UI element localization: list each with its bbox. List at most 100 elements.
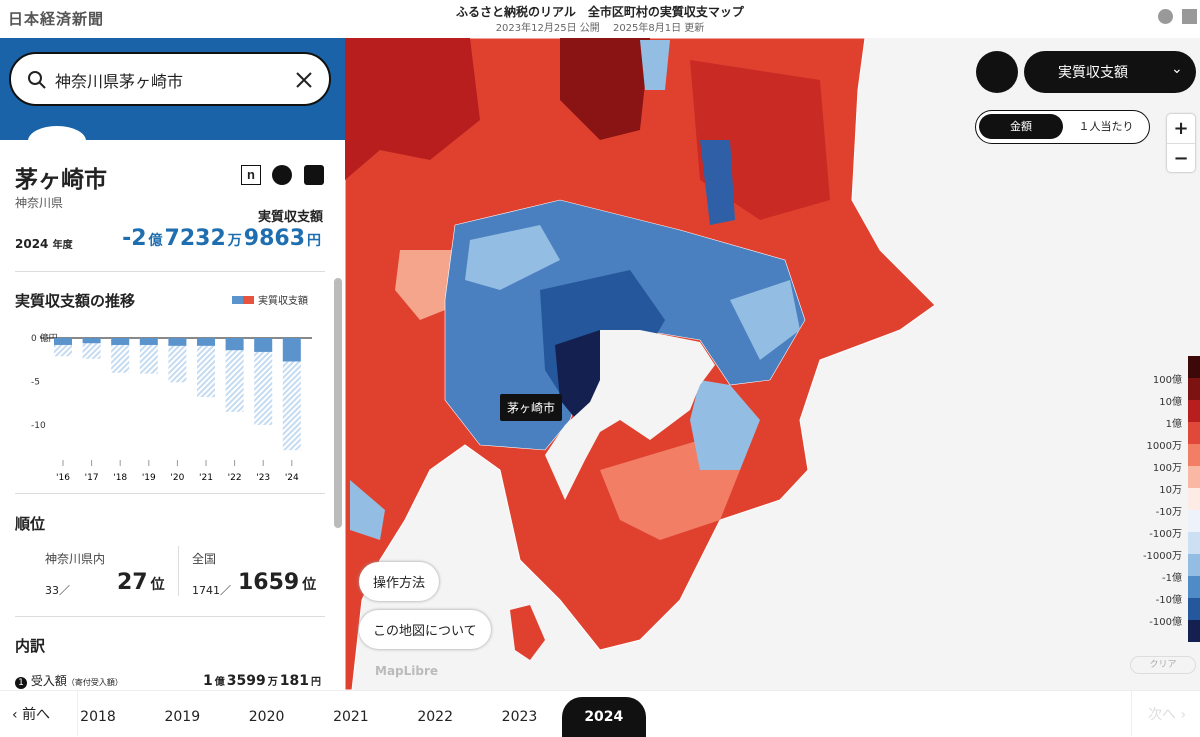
next-label: 次へ <box>1148 707 1176 723</box>
tooltip: 茅ヶ崎市 <box>500 394 563 421</box>
number: 9863 <box>243 226 305 251</box>
bar <box>197 338 215 398</box>
year[interactable]: 2024 <box>561 697 646 737</box>
year[interactable]: 2018 <box>80 709 116 725</box>
help-button[interactable]: 操作方法 <box>359 562 440 601</box>
legend-swatch <box>1188 620 1200 642</box>
x-tick-label: '22 <box>228 473 242 480</box>
divider <box>77 691 78 736</box>
year-nav: ‹ 前へ 2018 2019 2020 2021 2022 2023 2024 次へ › <box>0 690 1200 737</box>
clear-search[interactable] <box>295 71 313 89</box>
legend-swatch <box>1188 422 1200 444</box>
year[interactable]: 2021 <box>333 709 369 725</box>
year[interactable]: 2019 <box>164 709 201 725</box>
attribution[interactable]: MapLibre <box>375 664 439 678</box>
published: 2023年12月25日 公開 <box>495 23 600 34</box>
map[interactable] <box>345 38 1200 690</box>
bar <box>82 338 101 344</box>
zoom: + − <box>1167 114 1195 172</box>
facebook-icon[interactable] <box>1158 9 1173 24</box>
legend-swatch <box>1188 466 1200 488</box>
legend-label: 10億 <box>1159 397 1182 408</box>
legend-label: -100億 <box>1149 617 1182 628</box>
prev[interactable]: ‹ 前へ <box>12 707 51 723</box>
city-name: 茅ヶ崎市 <box>15 167 107 193</box>
scrollbar[interactable] <box>334 278 342 528</box>
toggle-per-capita[interactable]: １人当たり <box>1078 120 1134 133</box>
logo[interactable]: 日本経済新聞 <box>8 10 105 28</box>
legend-swatch <box>1188 400 1200 422</box>
legend-label: -1億 <box>1162 573 1182 584</box>
metric-dropdown[interactable]: 実質収支額 ⌄ <box>1024 51 1196 93</box>
about-button[interactable]: この地図について <box>359 610 491 649</box>
chart-legend: 実質収支額 <box>232 292 308 307</box>
year[interactable]: 2022 <box>417 709 453 725</box>
zoom-in[interactable]: + <box>1173 118 1189 139</box>
bar <box>254 338 273 352</box>
metric-button-label: 実質収支額 <box>1058 65 1128 81</box>
search-box[interactable]: 神奈川県茅ヶ崎市 <box>9 52 331 106</box>
legend-label: 100億 <box>1152 375 1182 386</box>
unit: 億 <box>214 677 225 688</box>
x-tick-label: '24 <box>285 473 299 480</box>
legend-label: -100万 <box>1149 529 1182 540</box>
dates: 2023年12月25日 公開 2025年8月1日 更新 <box>0 19 1200 34</box>
divider <box>178 546 179 596</box>
legend-swatch <box>1188 598 1200 620</box>
region <box>690 380 760 470</box>
chart-button[interactable] <box>976 51 1018 93</box>
prev-label: 前へ <box>22 707 51 723</box>
number: 181 <box>279 673 309 689</box>
x-tick-label: '17 <box>85 473 99 480</box>
bay <box>545 330 715 500</box>
unit: 億 <box>148 233 163 249</box>
divider <box>15 493 325 494</box>
legend-swatch <box>1188 576 1200 598</box>
legend-label: 100万 <box>1152 463 1182 474</box>
x-share[interactable] <box>304 165 324 185</box>
divider <box>15 616 325 617</box>
year-unit: 年度 <box>52 240 73 251</box>
zoom-out[interactable]: − <box>1167 143 1195 172</box>
map-legend: 100億 10億 1億 1000万 100万 10万 -10万 -100万 -1000万 -1億 -… <box>1100 356 1200 646</box>
metric-label: 実質収支額 <box>257 210 323 225</box>
y-tick-label: -10 <box>31 421 46 431</box>
facebook-share[interactable] <box>272 165 292 185</box>
sidebar: 神奈川県茅ヶ崎市 茅ヶ崎市 神奈川県 n 実質収支額 2024 年度 -2 億72… <box>0 38 345 690</box>
x-tick-label: '19 <box>142 473 156 480</box>
note-share[interactable]: n <box>241 165 261 185</box>
legend-swatch <box>1188 488 1200 510</box>
bar <box>282 338 301 451</box>
legend-label: 実質収支額 <box>258 296 308 307</box>
bar <box>111 338 130 373</box>
search-icon <box>28 71 46 89</box>
x-tick-label: '16 <box>56 473 70 480</box>
bar <box>225 338 244 351</box>
search-query: 神奈川県茅ヶ崎市 <box>55 72 184 91</box>
bar <box>225 338 244 412</box>
bar <box>54 338 72 345</box>
bar <box>197 338 215 346</box>
breakdown-title: 内訳 <box>15 637 46 655</box>
toggle-amount[interactable]: 金額 <box>979 114 1063 139</box>
trend-chart: 0 億円-5-10'16'17'18'19'20'21'22'23'24 <box>31 332 312 480</box>
pref-rank-unit: 位 <box>150 577 165 593</box>
x-icon[interactable] <box>1182 9 1197 24</box>
clear-button[interactable]: クリア <box>1130 656 1196 674</box>
legend-swatch <box>1188 356 1200 378</box>
number: 3599 <box>226 673 266 689</box>
nation-rank-value: 1659 <box>238 570 300 595</box>
region <box>730 280 800 360</box>
legend-label: 1億 <box>1165 419 1182 430</box>
unit: 円 <box>307 233 321 249</box>
year[interactable]: 2023 <box>501 709 538 725</box>
pref-rank: 27 位 <box>117 570 165 595</box>
next[interactable]: 次へ › <box>1148 707 1187 723</box>
legend-swatch <box>1188 510 1200 532</box>
page-title: ふるさと納税のリアル 全市区町村の実質収支マップ <box>456 5 744 19</box>
year[interactable]: 2020 <box>248 709 285 725</box>
prefecture: 神奈川県 <box>15 196 64 210</box>
unit: 万 <box>227 233 242 249</box>
legend-label: -1000万 <box>1142 551 1182 562</box>
